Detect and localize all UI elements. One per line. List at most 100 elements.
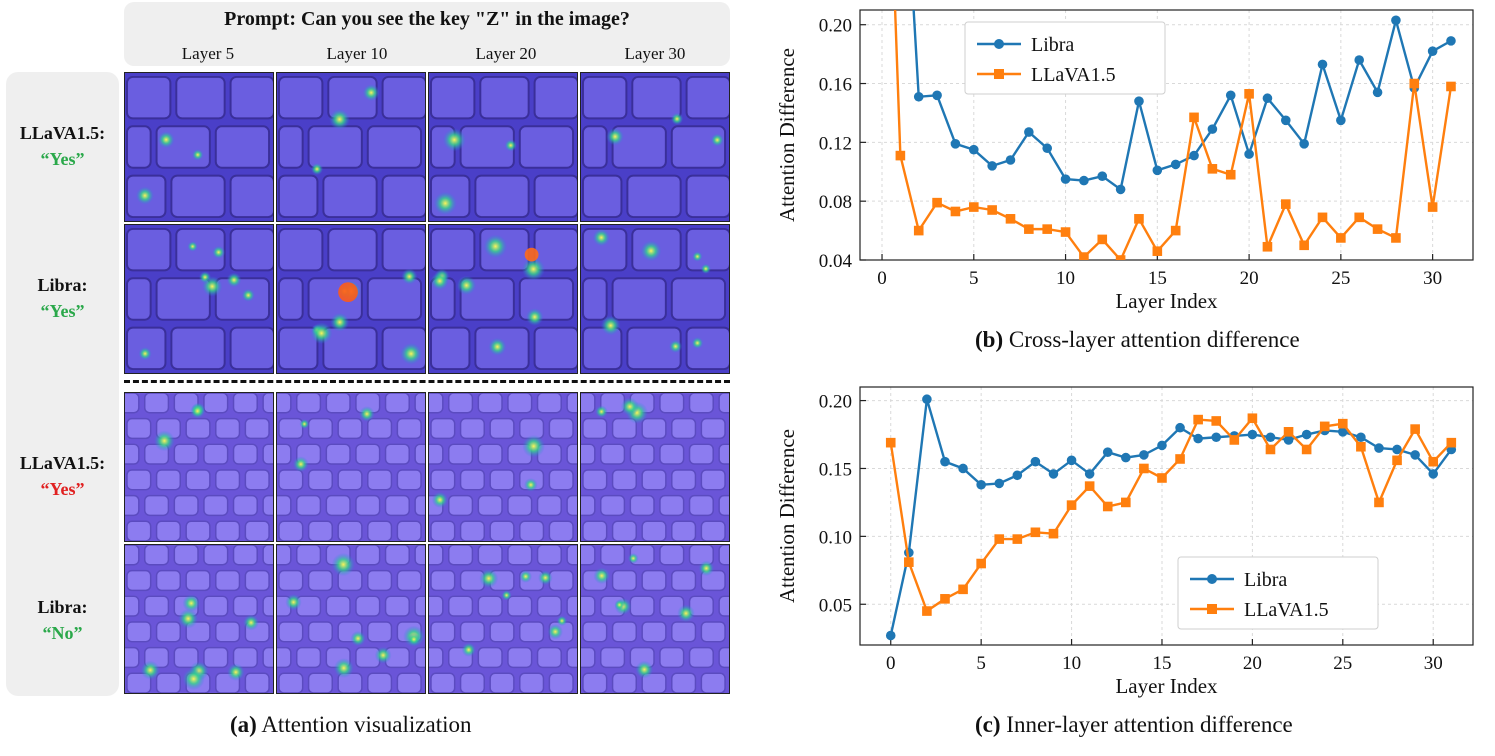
data-point-libra xyxy=(1079,175,1089,186)
attention-tile xyxy=(124,392,274,542)
data-point-libra xyxy=(1244,149,1254,159)
x-tick-label: 20 xyxy=(1243,653,1262,674)
data-point-libra xyxy=(1066,455,1077,466)
attention-tile-image xyxy=(429,73,577,221)
legend-marker xyxy=(994,69,1004,79)
data-point-llava1.5 xyxy=(1374,497,1384,508)
data-point-libra xyxy=(1175,422,1185,433)
legend-marker xyxy=(1207,604,1217,614)
data-point-libra xyxy=(1336,115,1346,126)
data-point-libra xyxy=(1170,159,1181,170)
attention-tile xyxy=(428,72,578,222)
data-point-llava1.5 xyxy=(1170,225,1181,236)
data-point-llava1.5 xyxy=(1207,164,1218,174)
data-point-llava1.5 xyxy=(1391,233,1401,243)
data-point-llava1.5 xyxy=(1392,455,1402,466)
data-point-llava1.5 xyxy=(1283,427,1294,437)
data-point-llava1.5 xyxy=(1247,413,1258,424)
legend: Libra LLaVA1.5 xyxy=(964,21,1166,95)
layer-label-10: Layer 10 xyxy=(326,44,388,63)
y-tick-label: 0.15 xyxy=(819,459,852,480)
attention-tile-image xyxy=(125,545,273,693)
x-tick-label: 20 xyxy=(1240,268,1259,289)
attention-tile-image xyxy=(277,73,425,221)
attention-tile xyxy=(580,224,730,374)
row-label-libra-keyboard1: Libra: “Yes” xyxy=(6,272,119,324)
legend-entry: LLaVA1.5 xyxy=(1244,599,1329,621)
attention-visualization-panel: Prompt: Can you see the key "Z" in the i… xyxy=(0,0,740,751)
data-point-llava1.5 xyxy=(904,557,914,567)
data-point-libra xyxy=(994,478,1005,489)
data-point-libra xyxy=(1042,143,1053,154)
data-point-libra xyxy=(1084,469,1095,479)
data-point-llava1.5 xyxy=(1225,169,1236,180)
y-tick-label: 0.04 xyxy=(819,251,853,272)
attention-tile-image xyxy=(581,545,729,693)
x-tick-label: 25 xyxy=(1333,653,1352,674)
attention-tile xyxy=(428,544,578,694)
attention-tile-image xyxy=(277,545,425,693)
data-point-libra xyxy=(885,630,896,641)
data-point-llava1.5 xyxy=(1079,252,1089,260)
attention-tile xyxy=(124,72,274,222)
caption-a-label: (a) xyxy=(230,712,257,737)
data-point-llava1.5 xyxy=(1427,202,1438,212)
data-point-libra xyxy=(1392,444,1402,455)
legend-entry: LLaVA1.5 xyxy=(1031,64,1116,86)
data-point-llava1.5 xyxy=(1012,534,1023,544)
caption-b: (b) Cross-layer attention difference xyxy=(975,327,1300,353)
data-point-llava1.5 xyxy=(968,202,979,212)
data-point-llava1.5 xyxy=(1175,454,1185,464)
data-point-llava1.5 xyxy=(1024,224,1034,234)
row-model-name: LLaVA1.5: xyxy=(19,123,106,143)
plot-area xyxy=(893,10,1456,260)
data-point-libra xyxy=(1354,55,1365,65)
data-point-libra xyxy=(1225,90,1236,101)
data-point-llava1.5 xyxy=(1097,234,1108,245)
y-tick-label: 0.12 xyxy=(819,133,852,154)
data-point-libra xyxy=(987,161,997,171)
legend: Libra LLaVA1.5 xyxy=(1177,556,1379,630)
data-point-libra xyxy=(922,394,932,405)
data-point-llava1.5 xyxy=(1189,112,1199,123)
attention-tile-image xyxy=(429,545,577,693)
x-tick-label: 10 xyxy=(1056,268,1075,289)
row-answer: “Yes” xyxy=(40,301,85,321)
data-point-llava1.5 xyxy=(1336,233,1346,243)
attention-tile xyxy=(124,544,274,694)
row-model-name: Libra: xyxy=(37,275,88,295)
data-point-llava1.5 xyxy=(1338,418,1348,429)
attention-tile-image xyxy=(277,225,425,373)
x-axis-label: Layer Index xyxy=(1115,289,1218,313)
data-point-llava1.5 xyxy=(1139,463,1149,474)
axes-frame xyxy=(859,9,1474,261)
data-point-llava1.5 xyxy=(1060,227,1071,237)
data-point-llava1.5 xyxy=(1115,255,1126,260)
data-point-libra xyxy=(1024,127,1034,137)
data-point-llava1.5 xyxy=(940,594,950,604)
data-point-libra xyxy=(1427,46,1438,56)
x-tick-label: 5 xyxy=(969,268,979,289)
data-point-libra xyxy=(1338,427,1348,437)
data-point-libra xyxy=(1301,429,1312,440)
data-point-llava1.5 xyxy=(1410,424,1420,434)
y-axis-label: Attention Difference xyxy=(775,48,799,222)
attention-tile xyxy=(580,72,730,222)
row-model-name: Libra: xyxy=(37,597,88,617)
data-point-libra xyxy=(1005,155,1016,165)
row-model-name: LLaVA1.5: xyxy=(19,453,106,473)
layer-label-30: Layer 30 xyxy=(624,44,686,63)
y-tick-label: 0.16 xyxy=(819,75,852,96)
data-point-libra xyxy=(913,91,924,102)
attention-tile xyxy=(124,224,274,374)
attention-tile xyxy=(276,224,426,374)
data-point-llava1.5 xyxy=(1042,224,1053,234)
data-point-libra xyxy=(1193,433,1203,444)
x-tick-label: 30 xyxy=(1423,268,1442,289)
attention-tile-image xyxy=(277,393,425,541)
data-point-llava1.5 xyxy=(1048,528,1059,539)
legend-box xyxy=(1177,556,1379,630)
caption-c-text: Inner-layer attention difference xyxy=(1006,712,1293,737)
data-point-llava1.5 xyxy=(1301,444,1312,455)
grid-lines xyxy=(860,387,1473,645)
